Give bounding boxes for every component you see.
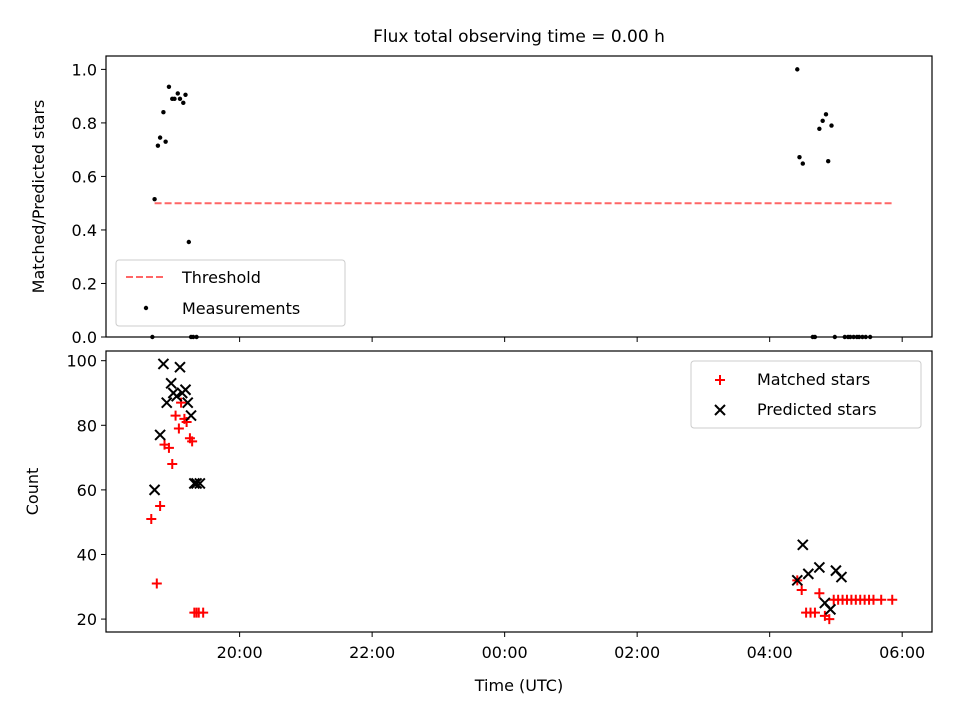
measurement-point — [157, 135, 163, 140]
predicted-star-point — [797, 539, 809, 551]
top-legend: Threshold Measurements — [115, 259, 346, 327]
measurement-point — [825, 158, 831, 164]
measurement-point — [152, 196, 157, 202]
measurement-point — [177, 96, 183, 102]
figure-title: Flux total observing time = 0.00 h — [373, 27, 665, 47]
top-y-tick-label: 0.2 — [72, 274, 97, 293]
measurement-point — [161, 110, 166, 115]
matched-star-point — [887, 594, 898, 605]
bottom-x-tick-label: 20:00 — [217, 643, 263, 662]
predicted-star-point — [835, 571, 848, 583]
top-y-tick-label: 0.6 — [72, 167, 97, 186]
matched-star-point — [167, 459, 178, 470]
measurement-point — [175, 91, 180, 96]
bottom-y-tick-label: 100 — [66, 352, 97, 371]
legend-threshold-label: Threshold — [181, 268, 261, 287]
x-axis-label: Time (UTC) — [474, 676, 563, 695]
measurement-point — [183, 92, 188, 98]
matched-star-point — [814, 588, 825, 599]
bottom-x-tick-label: 00:00 — [482, 643, 528, 662]
bottom-y-tick-label: 60 — [77, 481, 97, 500]
matched-star-point — [876, 594, 887, 605]
legend-predicted-label: Predicted stars — [757, 400, 877, 419]
measurement-point — [181, 100, 186, 106]
matched-star-point — [824, 614, 835, 625]
predicted-star-point — [824, 603, 837, 616]
legend-measurement-label: Measurements — [182, 299, 300, 318]
measurement-point — [797, 154, 802, 160]
matched-star-point — [170, 410, 181, 421]
measurement-point — [795, 67, 800, 72]
measurement-point — [817, 126, 822, 131]
bottom-y-tick-label: 80 — [77, 416, 97, 435]
matched-star-point — [796, 585, 807, 596]
predicted-star-point — [179, 384, 192, 396]
top-y-tick-label: 0.8 — [72, 114, 97, 133]
top-y-tick-label: 1.0 — [72, 60, 97, 79]
bottom-panel: 20 40 60 80 100 Count 20:00 22:00 00:00 02:00 04:0… — [23, 350, 933, 695]
top-y-axis-label: Matched/Predicted stars — [29, 100, 48, 294]
bottom-plot-frame — [105, 350, 933, 633]
legend-predicted-swatch — [714, 404, 726, 416]
measurement-point — [172, 96, 177, 102]
predicted-star-point — [170, 390, 183, 402]
predicted-star-point — [802, 568, 815, 580]
legend-measurement-swatch — [143, 305, 149, 311]
bottom-x-tick-label: 22:00 — [349, 643, 395, 662]
top-panel: 0.0 0.2 0.4 0.6 0.8 1.0 Matched/Predicted star… — [29, 55, 933, 347]
top-y-tick-label: 0.4 — [72, 221, 97, 240]
measurement-point — [166, 84, 172, 89]
top-legend-box — [115, 259, 346, 327]
measurement-point — [820, 118, 825, 123]
predicted-star-point — [182, 396, 194, 409]
matched-star-point — [173, 423, 184, 434]
bottom-y-axis-label: Count — [23, 468, 42, 516]
predicted-star-point — [190, 477, 203, 490]
legend-matched-swatch — [715, 375, 725, 385]
measurement-point — [186, 239, 192, 245]
top-y-tick-label: 0.0 — [72, 328, 97, 347]
matched-star-point — [151, 578, 162, 589]
bottom-y-tick-label: 20 — [77, 610, 97, 629]
predicted-star-point — [157, 358, 170, 370]
matched-star-point — [198, 607, 209, 618]
measurement-point — [800, 161, 805, 166]
bottom-x-tick-label: 06:00 — [879, 643, 925, 662]
measurement-point — [829, 123, 834, 128]
predicted-star-point — [148, 484, 161, 496]
legend-matched-label: Matched stars — [757, 370, 870, 389]
bottom-y-tick-label: 40 — [77, 545, 97, 564]
predicted-star-point — [165, 377, 177, 390]
bottom-x-tick-label: 02:00 — [614, 643, 660, 662]
predicted-star-point — [161, 396, 173, 409]
predicted-star-point — [813, 561, 826, 574]
measurement-point — [823, 112, 829, 117]
predicted-star-point — [174, 361, 186, 373]
measurement-point — [155, 143, 161, 148]
predicted-star-point — [154, 429, 166, 441]
measurement-point — [163, 139, 168, 144]
matched-star-point — [146, 513, 157, 524]
predicted-star-point — [194, 477, 206, 490]
predicted-star-point — [185, 409, 197, 422]
matched-star-point — [187, 436, 198, 447]
matched-star-point — [809, 607, 820, 618]
matched-star-point — [155, 501, 166, 512]
bottom-x-tick-label: 04:00 — [747, 643, 793, 662]
bottom-legend: Matched stars Predicted stars — [690, 360, 922, 429]
top-plot-frame — [105, 55, 933, 338]
bottom-legend-box — [690, 360, 922, 429]
predicted-star-point — [791, 574, 803, 587]
matched-star-point — [163, 442, 174, 453]
